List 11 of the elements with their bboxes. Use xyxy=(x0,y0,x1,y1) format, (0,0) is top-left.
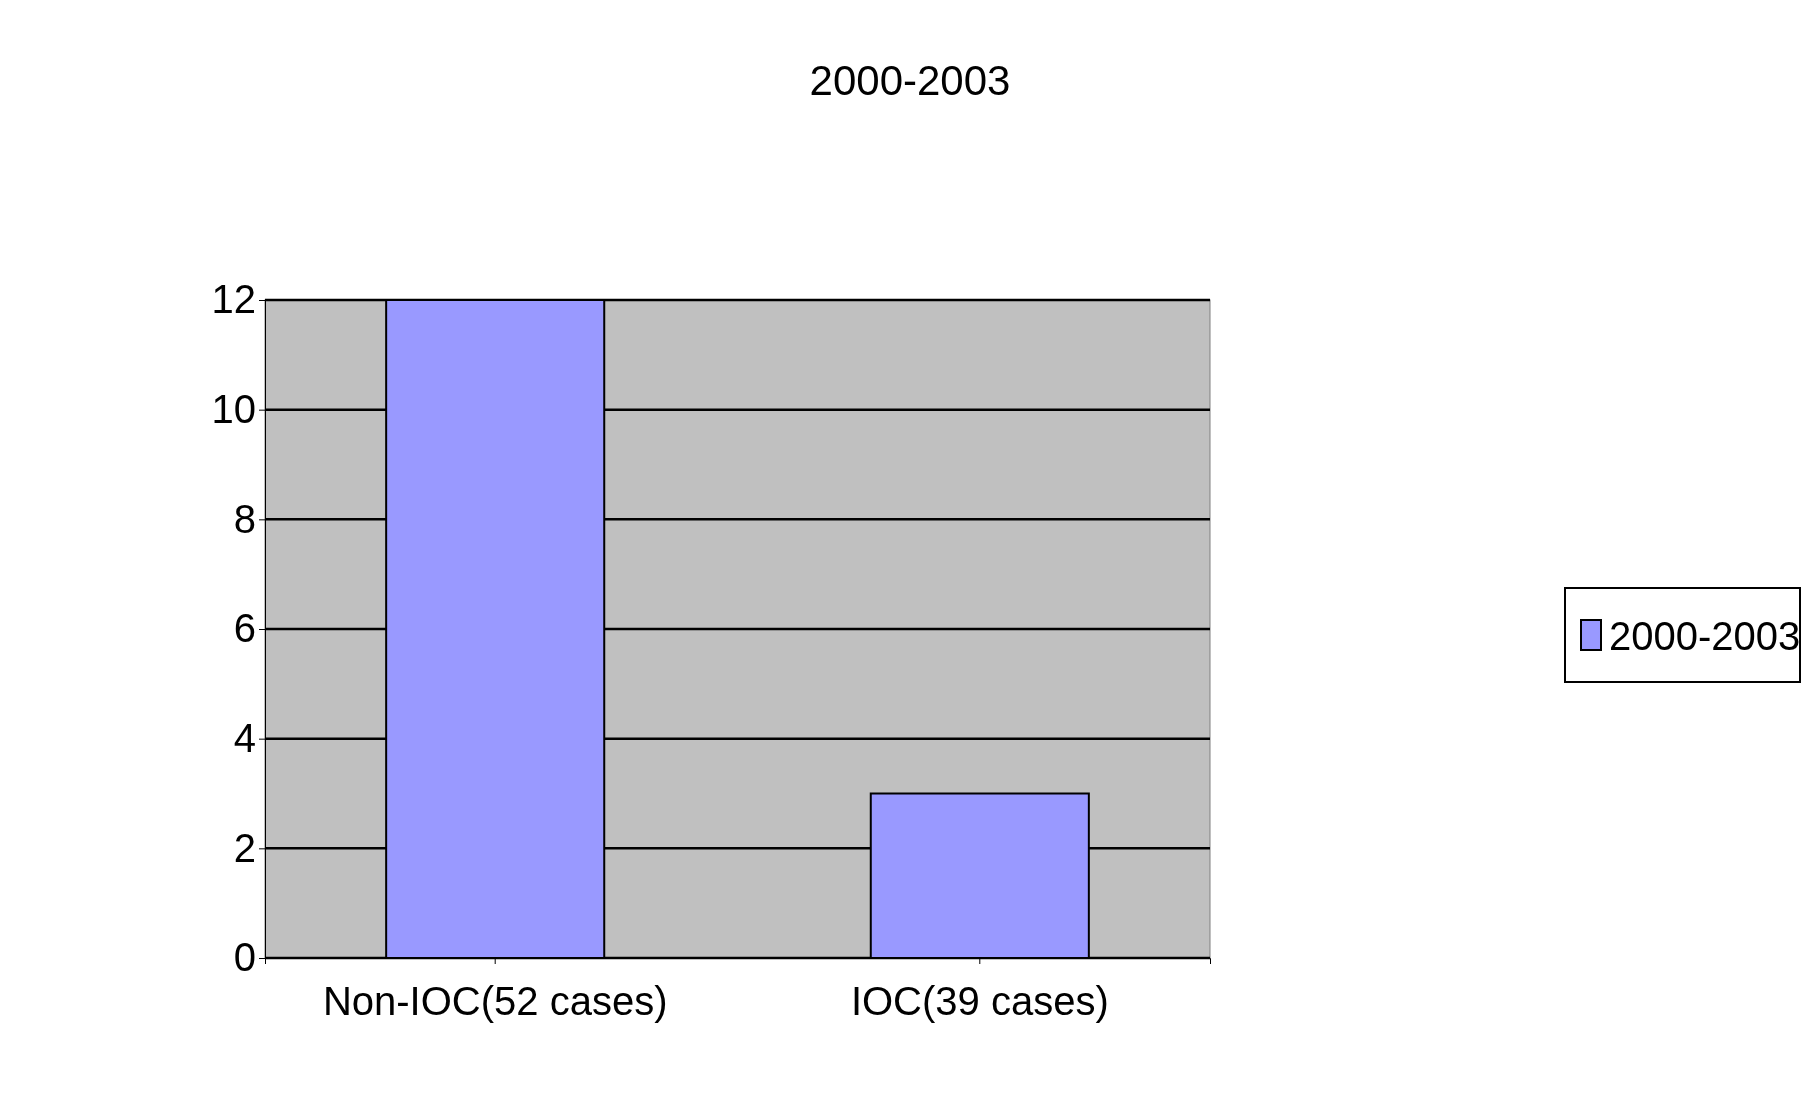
y-tick-label: 12 xyxy=(211,277,256,322)
x-tick-label: IOC(39 cases) xyxy=(850,979,1109,1023)
legend-label: 2000-2003 xyxy=(1609,614,1801,658)
x-tick-label: Non-IOC(52 cases) xyxy=(322,979,668,1023)
y-tick-label: 0 xyxy=(233,935,256,980)
y-tick-label: 6 xyxy=(233,606,256,651)
y-tick-label: 8 xyxy=(233,496,256,541)
y-tick-label: 2 xyxy=(233,825,256,870)
y-tick-label: 4 xyxy=(233,715,256,760)
chart-title: 2000-2003 xyxy=(809,57,1011,104)
y-tick-label: 10 xyxy=(211,386,256,431)
